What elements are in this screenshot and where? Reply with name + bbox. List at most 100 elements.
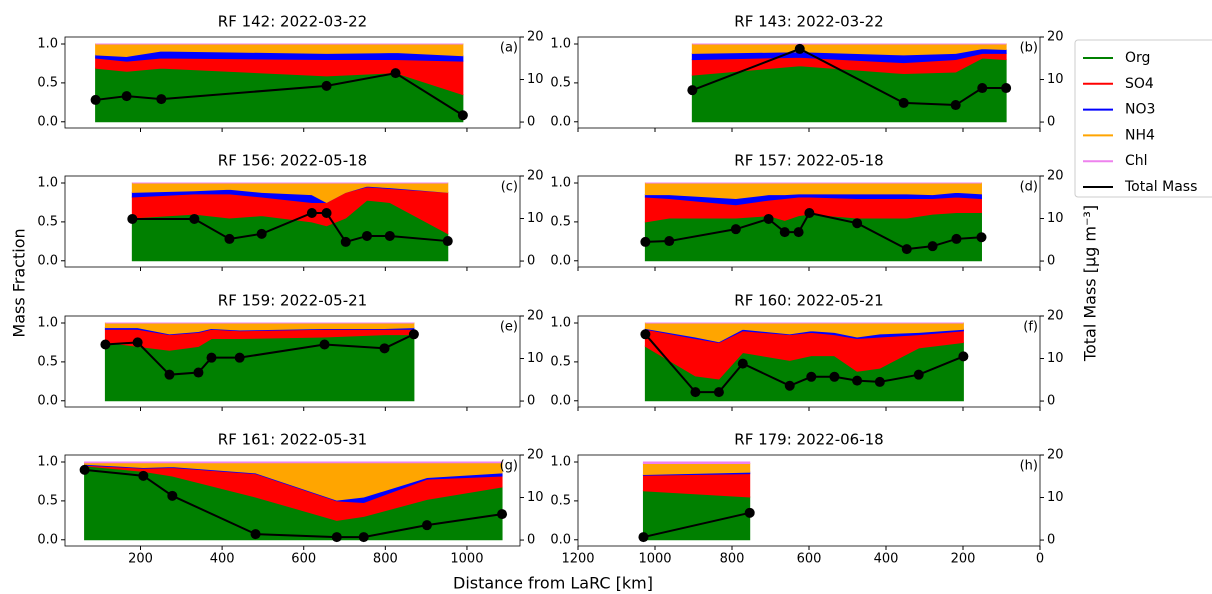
total-mass-point — [340, 236, 351, 247]
panel-label: (e) — [500, 320, 518, 335]
total-mass-point — [852, 218, 863, 229]
total-mass-point — [234, 352, 245, 363]
total-mass-point — [927, 241, 938, 252]
legend-label: Org — [1125, 50, 1150, 66]
total-mass-point — [977, 83, 988, 94]
legend-label: Chl — [1125, 153, 1148, 169]
y-axis-label: Mass Fraction — [10, 228, 29, 337]
x-axis-label: Distance from LaRC [km] — [453, 574, 653, 593]
total-mass-point — [737, 358, 748, 369]
total-mass-point — [730, 224, 741, 235]
total-mass-point — [90, 94, 101, 105]
total-mass-point — [193, 367, 204, 378]
total-mass-point — [640, 236, 651, 247]
panel-title: RF 156: 2022-05-18 — [218, 152, 367, 170]
legend-label: NH4 — [1125, 127, 1155, 143]
y2-tick-label: 20 — [527, 448, 544, 463]
panel-title: RF 142: 2022-03-22 — [218, 13, 367, 31]
panel-label: (h) — [1020, 459, 1038, 474]
y-tick-label: 0.5 — [37, 354, 58, 369]
y2-tick-label: 10 — [527, 72, 544, 87]
total-mass-point — [156, 94, 167, 105]
y-tick-label: 1.0 — [550, 37, 571, 52]
x-tick-label: 0 — [1036, 552, 1044, 567]
total-mass-line — [132, 211, 448, 244]
total-mass-point — [164, 369, 175, 380]
x-tick-label: 800 — [373, 552, 398, 567]
total-mass-point — [497, 509, 508, 520]
total-mass-point — [950, 100, 961, 111]
area-nh4 — [642, 463, 751, 475]
x-tick-label: 200 — [951, 552, 976, 567]
total-mass-point — [224, 233, 235, 244]
y-tick-label: 0.5 — [37, 214, 58, 229]
total-mass-point — [321, 80, 332, 91]
y2-tick-label: 20 — [527, 309, 544, 324]
total-mass-point — [379, 343, 390, 354]
total-mass-point — [390, 68, 401, 79]
y2-tick-label: 10 — [527, 351, 544, 366]
panel-title: RF 143: 2022-03-22 — [734, 13, 883, 31]
total-mass-point — [408, 329, 419, 340]
total-mass-point — [442, 236, 453, 247]
panel-title: RF 179: 2022-06-18 — [734, 431, 883, 449]
total-mass-point — [713, 387, 724, 398]
legend-label: SO4 — [1125, 76, 1154, 92]
area-chl — [84, 461, 503, 464]
total-mass-point — [898, 97, 909, 108]
x-tick-label: 400 — [210, 552, 235, 567]
y-tick-label: 1.0 — [37, 37, 58, 52]
y2-tick-label: 10 — [1047, 211, 1064, 226]
total-mass-point — [132, 337, 143, 348]
x-tick-label: 1000 — [638, 552, 671, 567]
total-mass-point — [804, 207, 815, 218]
total-mass-point — [121, 91, 132, 102]
y-tick-label: 0.0 — [37, 393, 58, 408]
panel-title: RF 159: 2022-05-21 — [218, 292, 367, 310]
y-tick-label: 0.5 — [37, 493, 58, 508]
total-mass-point — [138, 470, 149, 481]
y2-tick-label: 10 — [1047, 351, 1064, 366]
total-mass-point — [793, 227, 804, 238]
x-tick-label: 400 — [874, 552, 899, 567]
total-mass-point — [189, 213, 200, 224]
x-tick-label: 1000 — [450, 552, 483, 567]
panel-title: RF 160: 2022-05-21 — [734, 292, 883, 310]
total-mass-point — [640, 329, 651, 340]
y-tick-label: 0.0 — [37, 253, 58, 268]
total-mass-line — [643, 511, 750, 539]
y2-axis-label: Total Mass [μg m⁻³] — [1081, 205, 1100, 362]
y-tick-label: 1.0 — [37, 316, 58, 331]
total-mass-point — [958, 351, 969, 362]
total-mass-point — [638, 532, 649, 543]
total-mass-point — [664, 236, 675, 247]
total-mass-point — [784, 380, 795, 391]
total-mass-point — [421, 520, 432, 531]
total-mass-point — [1001, 83, 1012, 94]
y-tick-label: 0.5 — [550, 493, 571, 508]
panel-label: (d) — [1020, 180, 1038, 195]
y-tick-label: 0.5 — [550, 214, 571, 229]
panel-label: (a) — [500, 41, 518, 56]
total-mass-point — [384, 230, 395, 241]
y2-tick-label: 20 — [1047, 448, 1064, 463]
y-tick-label: 1.0 — [37, 176, 58, 191]
total-mass-point — [361, 230, 372, 241]
y-tick-label: 0.0 — [550, 532, 571, 547]
y2-tick-label: 10 — [527, 490, 544, 505]
panel-label: (g) — [500, 459, 518, 474]
total-mass-point — [457, 110, 468, 121]
y2-tick-label: 0 — [527, 115, 535, 130]
total-mass-point — [852, 375, 863, 386]
total-mass-point — [687, 85, 698, 96]
total-mass-point — [901, 244, 912, 255]
total-mass-point — [321, 207, 332, 218]
y-tick-label: 1.0 — [37, 455, 58, 470]
y2-tick-label: 10 — [1047, 490, 1064, 505]
total-mass-point — [806, 371, 817, 382]
total-mass-line — [95, 72, 464, 117]
y-tick-label: 0.0 — [37, 532, 58, 547]
total-mass-point — [779, 227, 790, 238]
y2-tick-label: 20 — [1047, 30, 1064, 45]
